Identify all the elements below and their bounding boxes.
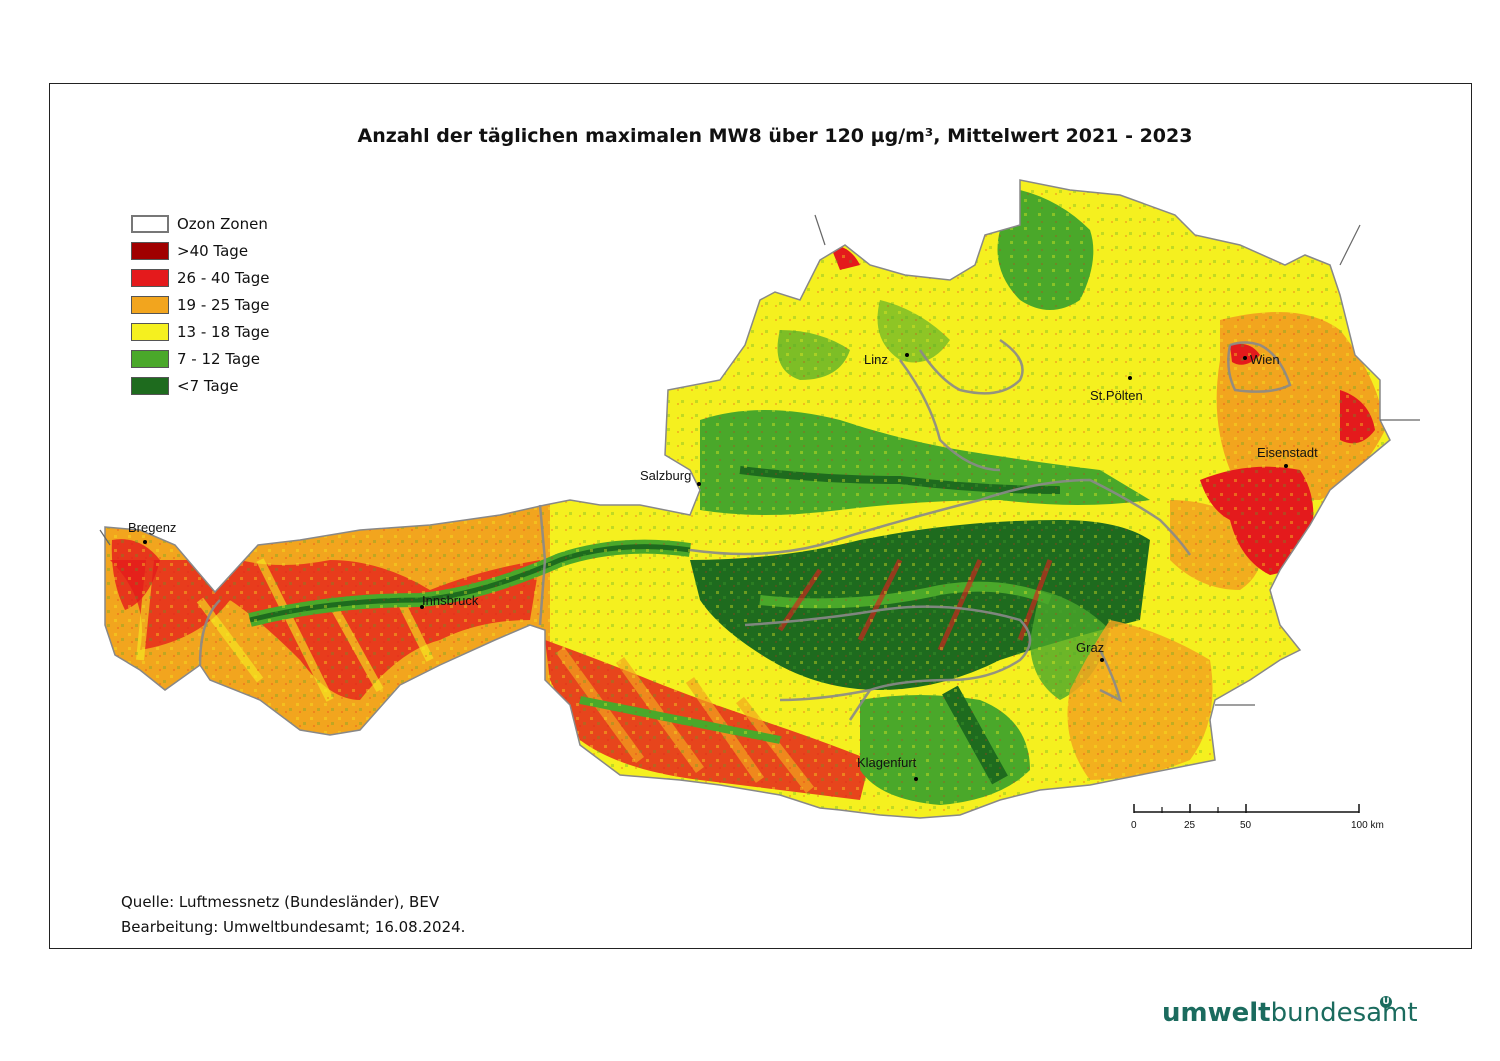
city-marker bbox=[914, 777, 918, 781]
scale-bar-line bbox=[1133, 804, 1360, 813]
logo-text-regular: bundesamt bbox=[1270, 998, 1418, 1028]
city-label-linz: Linz bbox=[864, 352, 888, 367]
city-marker bbox=[420, 605, 424, 609]
ozone-zone-borders bbox=[198, 338, 1292, 721]
legend-label: >40 Tage bbox=[177, 241, 249, 260]
legend-item-ozon-zonen: Ozon Zonen bbox=[131, 210, 270, 237]
legend-label: 7 - 12 Tage bbox=[177, 349, 260, 368]
legend-item-13-18: 13 - 18 Tage bbox=[131, 318, 270, 345]
city-marker bbox=[1284, 464, 1288, 468]
processing-line: Bearbeitung: Umweltbundesamt; 16.08.2024… bbox=[121, 918, 466, 936]
city-marker bbox=[143, 540, 147, 544]
city-label-bregenz: Bregenz bbox=[128, 520, 177, 535]
logo-mark-icon: U bbox=[1380, 996, 1392, 1008]
legend-item-under-7: <7 Tage bbox=[131, 372, 270, 399]
legend-swatch bbox=[131, 376, 169, 395]
legend-label: <7 Tage bbox=[177, 376, 239, 395]
neighbour-borders bbox=[99, 214, 1420, 706]
legend-item-over-40: >40 Tage bbox=[131, 237, 270, 264]
legend-swatch bbox=[131, 214, 169, 233]
scale-tick-label: 50 bbox=[1240, 820, 1252, 831]
legend-swatch bbox=[131, 241, 169, 260]
source-line: Quelle: Luftmessnetz (Bundesländer), BEV bbox=[121, 893, 440, 911]
scale-bar: 0 25 50 100 km bbox=[1128, 802, 1398, 842]
city-label-wien: Wien bbox=[1250, 352, 1280, 367]
map-title: Anzahl der täglichen maximalen MW8 über … bbox=[357, 125, 1193, 147]
city-label-st-poelten: St.Pölten bbox=[1090, 388, 1143, 403]
legend-swatch bbox=[131, 322, 169, 341]
umweltbundesamt-logo: umweltbundesamt bbox=[1162, 998, 1418, 1028]
map-frame bbox=[49, 83, 1472, 949]
city-label-innsbruck: Innsbruck bbox=[422, 593, 479, 608]
city-marker bbox=[1128, 376, 1132, 380]
city-marker bbox=[697, 482, 701, 486]
city-marker bbox=[1100, 658, 1104, 662]
legend-swatch bbox=[131, 268, 169, 287]
city-label-graz: Graz bbox=[1076, 640, 1105, 655]
legend-label: 19 - 25 Tage bbox=[177, 295, 270, 314]
city-label-klagenfurt: Klagenfurt bbox=[857, 755, 917, 770]
city-marker bbox=[1243, 356, 1247, 360]
legend: Ozon Zonen >40 Tage 26 - 40 Tage 19 - 25… bbox=[131, 210, 270, 399]
legend-label: 26 - 40 Tage bbox=[177, 268, 270, 287]
legend-label: 13 - 18 Tage bbox=[177, 322, 270, 341]
city-marker bbox=[905, 353, 909, 357]
scale-tick-label: 0 bbox=[1131, 820, 1137, 831]
legend-label: Ozon Zonen bbox=[177, 214, 268, 233]
legend-swatch bbox=[131, 295, 169, 314]
logo-text-bold: umwelt bbox=[1162, 998, 1271, 1028]
scale-tick-label: 100 km bbox=[1351, 820, 1384, 831]
source-note: Quelle: Luftmessnetz (Bundesländer), BEV… bbox=[121, 890, 465, 940]
legend-item-7-12: 7 - 12 Tage bbox=[131, 345, 270, 372]
city-label-eisenstadt: Eisenstadt bbox=[1257, 445, 1318, 460]
legend-swatch bbox=[131, 349, 169, 368]
city-label-salzburg: Salzburg bbox=[640, 468, 692, 483]
legend-item-19-25: 19 - 25 Tage bbox=[131, 291, 270, 318]
scale-tick-label: 25 bbox=[1184, 820, 1196, 831]
legend-item-26-40: 26 - 40 Tage bbox=[131, 264, 270, 291]
